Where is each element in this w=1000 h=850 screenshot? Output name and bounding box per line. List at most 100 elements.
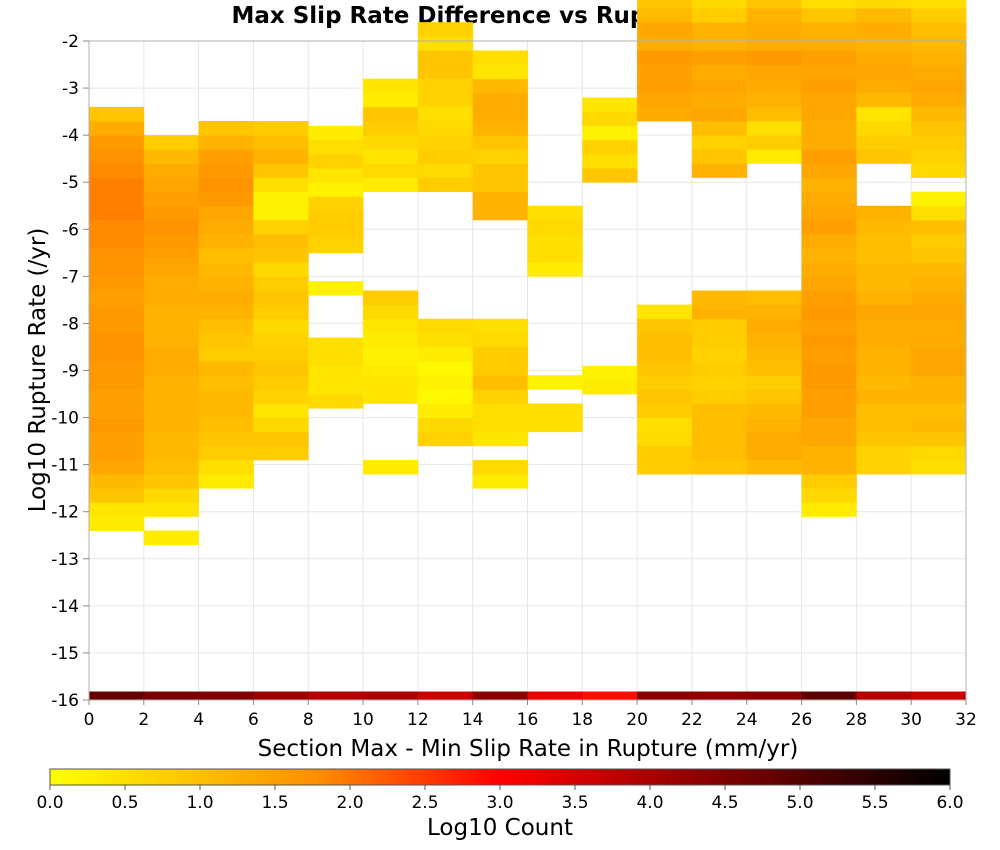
colorbar-tick-label: 3.5 bbox=[561, 793, 588, 813]
heatmap-cell bbox=[637, 459, 693, 475]
heatmap-cell bbox=[801, 276, 857, 291]
heatmap-cell bbox=[801, 149, 857, 164]
heatmap-cell bbox=[89, 389, 145, 404]
heatmap-cell bbox=[856, 36, 912, 51]
heatmap-cell bbox=[417, 121, 474, 136]
heatmap-cell bbox=[582, 153, 638, 169]
heatmap-cell bbox=[911, 163, 967, 178]
heatmap-cell bbox=[637, 445, 693, 461]
heatmap-cell bbox=[417, 431, 474, 447]
heatmap-cell bbox=[89, 262, 145, 277]
heatmap-cell bbox=[308, 379, 364, 395]
heatmap-cell bbox=[637, 389, 693, 404]
heatmap-cell bbox=[911, 248, 967, 263]
heatmap-cell bbox=[691, 106, 748, 122]
heatmap-cell bbox=[856, 346, 912, 362]
heatmap-cell bbox=[856, 0, 912, 9]
x-tick-label: 8 bbox=[303, 710, 314, 730]
heatmap-cell bbox=[253, 191, 309, 207]
heatmap-floor-cell bbox=[691, 691, 748, 700]
heatmap-cell bbox=[582, 365, 638, 381]
heatmap-cell bbox=[691, 332, 748, 348]
heatmap-cell bbox=[143, 290, 200, 305]
y-tick-label: -13 bbox=[51, 550, 79, 570]
heatmap-cell bbox=[363, 318, 419, 334]
heatmap-cell bbox=[143, 205, 200, 221]
heatmap-cell bbox=[143, 488, 200, 503]
heatmap-cell bbox=[746, 290, 802, 305]
heatmap-cell bbox=[801, 332, 857, 348]
heatmap-cell bbox=[472, 78, 528, 94]
heatmap-cell bbox=[89, 177, 145, 193]
heatmap-cell bbox=[691, 417, 748, 433]
heatmap-cell bbox=[308, 281, 364, 296]
heatmap-cell bbox=[253, 389, 309, 404]
heatmap-cell bbox=[691, 361, 748, 376]
heatmap-cell bbox=[746, 332, 802, 348]
heatmap-cell bbox=[143, 332, 200, 348]
heatmap-cell bbox=[801, 8, 857, 23]
heatmap-cell bbox=[801, 431, 857, 447]
heatmap-cell bbox=[801, 78, 857, 94]
heatmap-cell bbox=[89, 290, 145, 305]
heatmap-cell bbox=[911, 219, 967, 235]
heatmap-floor-cell bbox=[472, 691, 528, 700]
heatmap-cell bbox=[637, 106, 693, 122]
heatmap-floor-cell bbox=[89, 691, 145, 700]
heatmap-cell bbox=[253, 205, 309, 221]
x-tick-label: 28 bbox=[846, 710, 868, 730]
heatmap-cell bbox=[691, 346, 748, 362]
heatmap-cell bbox=[89, 332, 145, 348]
heatmap-cell bbox=[89, 516, 145, 531]
x-tick-label: 10 bbox=[352, 710, 374, 730]
heatmap-cell bbox=[253, 318, 309, 334]
heatmap-cells bbox=[89, 0, 967, 700]
heatmap-cell bbox=[143, 149, 200, 164]
heatmap-cell bbox=[637, 346, 693, 362]
heatmap-cell bbox=[801, 248, 857, 263]
x-axis-title: Section Max - Min Slip Rate in Rupture (… bbox=[258, 736, 799, 762]
heatmap-cell bbox=[198, 346, 254, 362]
x-tick-label: 16 bbox=[517, 710, 539, 730]
heatmap-cell bbox=[691, 318, 748, 334]
heatmap-cell bbox=[911, 332, 967, 348]
heatmap-cell bbox=[198, 318, 254, 334]
heatmap-cell bbox=[363, 121, 419, 136]
heatmap-cell bbox=[801, 304, 857, 320]
heatmap-cell bbox=[856, 332, 912, 348]
colorbar-tick-label: 1.0 bbox=[186, 793, 213, 813]
heatmap-cell bbox=[856, 459, 912, 475]
heatmap-floor-cell bbox=[363, 691, 419, 700]
heatmap-cell bbox=[691, 149, 748, 164]
heatmap-cell bbox=[746, 50, 802, 65]
heatmap-cell bbox=[856, 262, 912, 277]
x-tick-label: 32 bbox=[955, 710, 977, 730]
heatmap-cell bbox=[89, 205, 145, 221]
heatmap-cell bbox=[253, 403, 309, 418]
heatmap-cell bbox=[198, 403, 254, 418]
heatmap-cell bbox=[363, 304, 419, 320]
heatmap-cell bbox=[856, 50, 912, 65]
heatmap-cell bbox=[746, 135, 802, 150]
heatmap-cell bbox=[582, 139, 638, 155]
heatmap-cell bbox=[801, 233, 857, 249]
heatmap-cell bbox=[143, 163, 200, 178]
heatmap-cell bbox=[472, 50, 528, 65]
heatmap-cell bbox=[472, 474, 528, 489]
heatmap-floor-cell bbox=[856, 691, 912, 700]
heatmap-floor-cell bbox=[417, 691, 474, 700]
heatmap-cell bbox=[198, 163, 254, 178]
heatmap-cell bbox=[363, 389, 419, 404]
x-tick-label: 30 bbox=[900, 710, 922, 730]
heatmap-cell bbox=[143, 233, 200, 249]
heatmap-floor-cell bbox=[527, 691, 583, 700]
heatmap-cell bbox=[856, 403, 912, 418]
colorbar-tick-label: 5.0 bbox=[786, 793, 813, 813]
heatmap-cell bbox=[911, 389, 967, 404]
y-tick-label: -14 bbox=[51, 597, 79, 617]
heatmap-cell bbox=[472, 191, 528, 207]
heatmap-cell bbox=[637, 64, 693, 80]
heatmap-cell bbox=[198, 474, 254, 489]
heatmap-cell bbox=[363, 149, 419, 164]
heatmap-cell bbox=[253, 332, 309, 348]
